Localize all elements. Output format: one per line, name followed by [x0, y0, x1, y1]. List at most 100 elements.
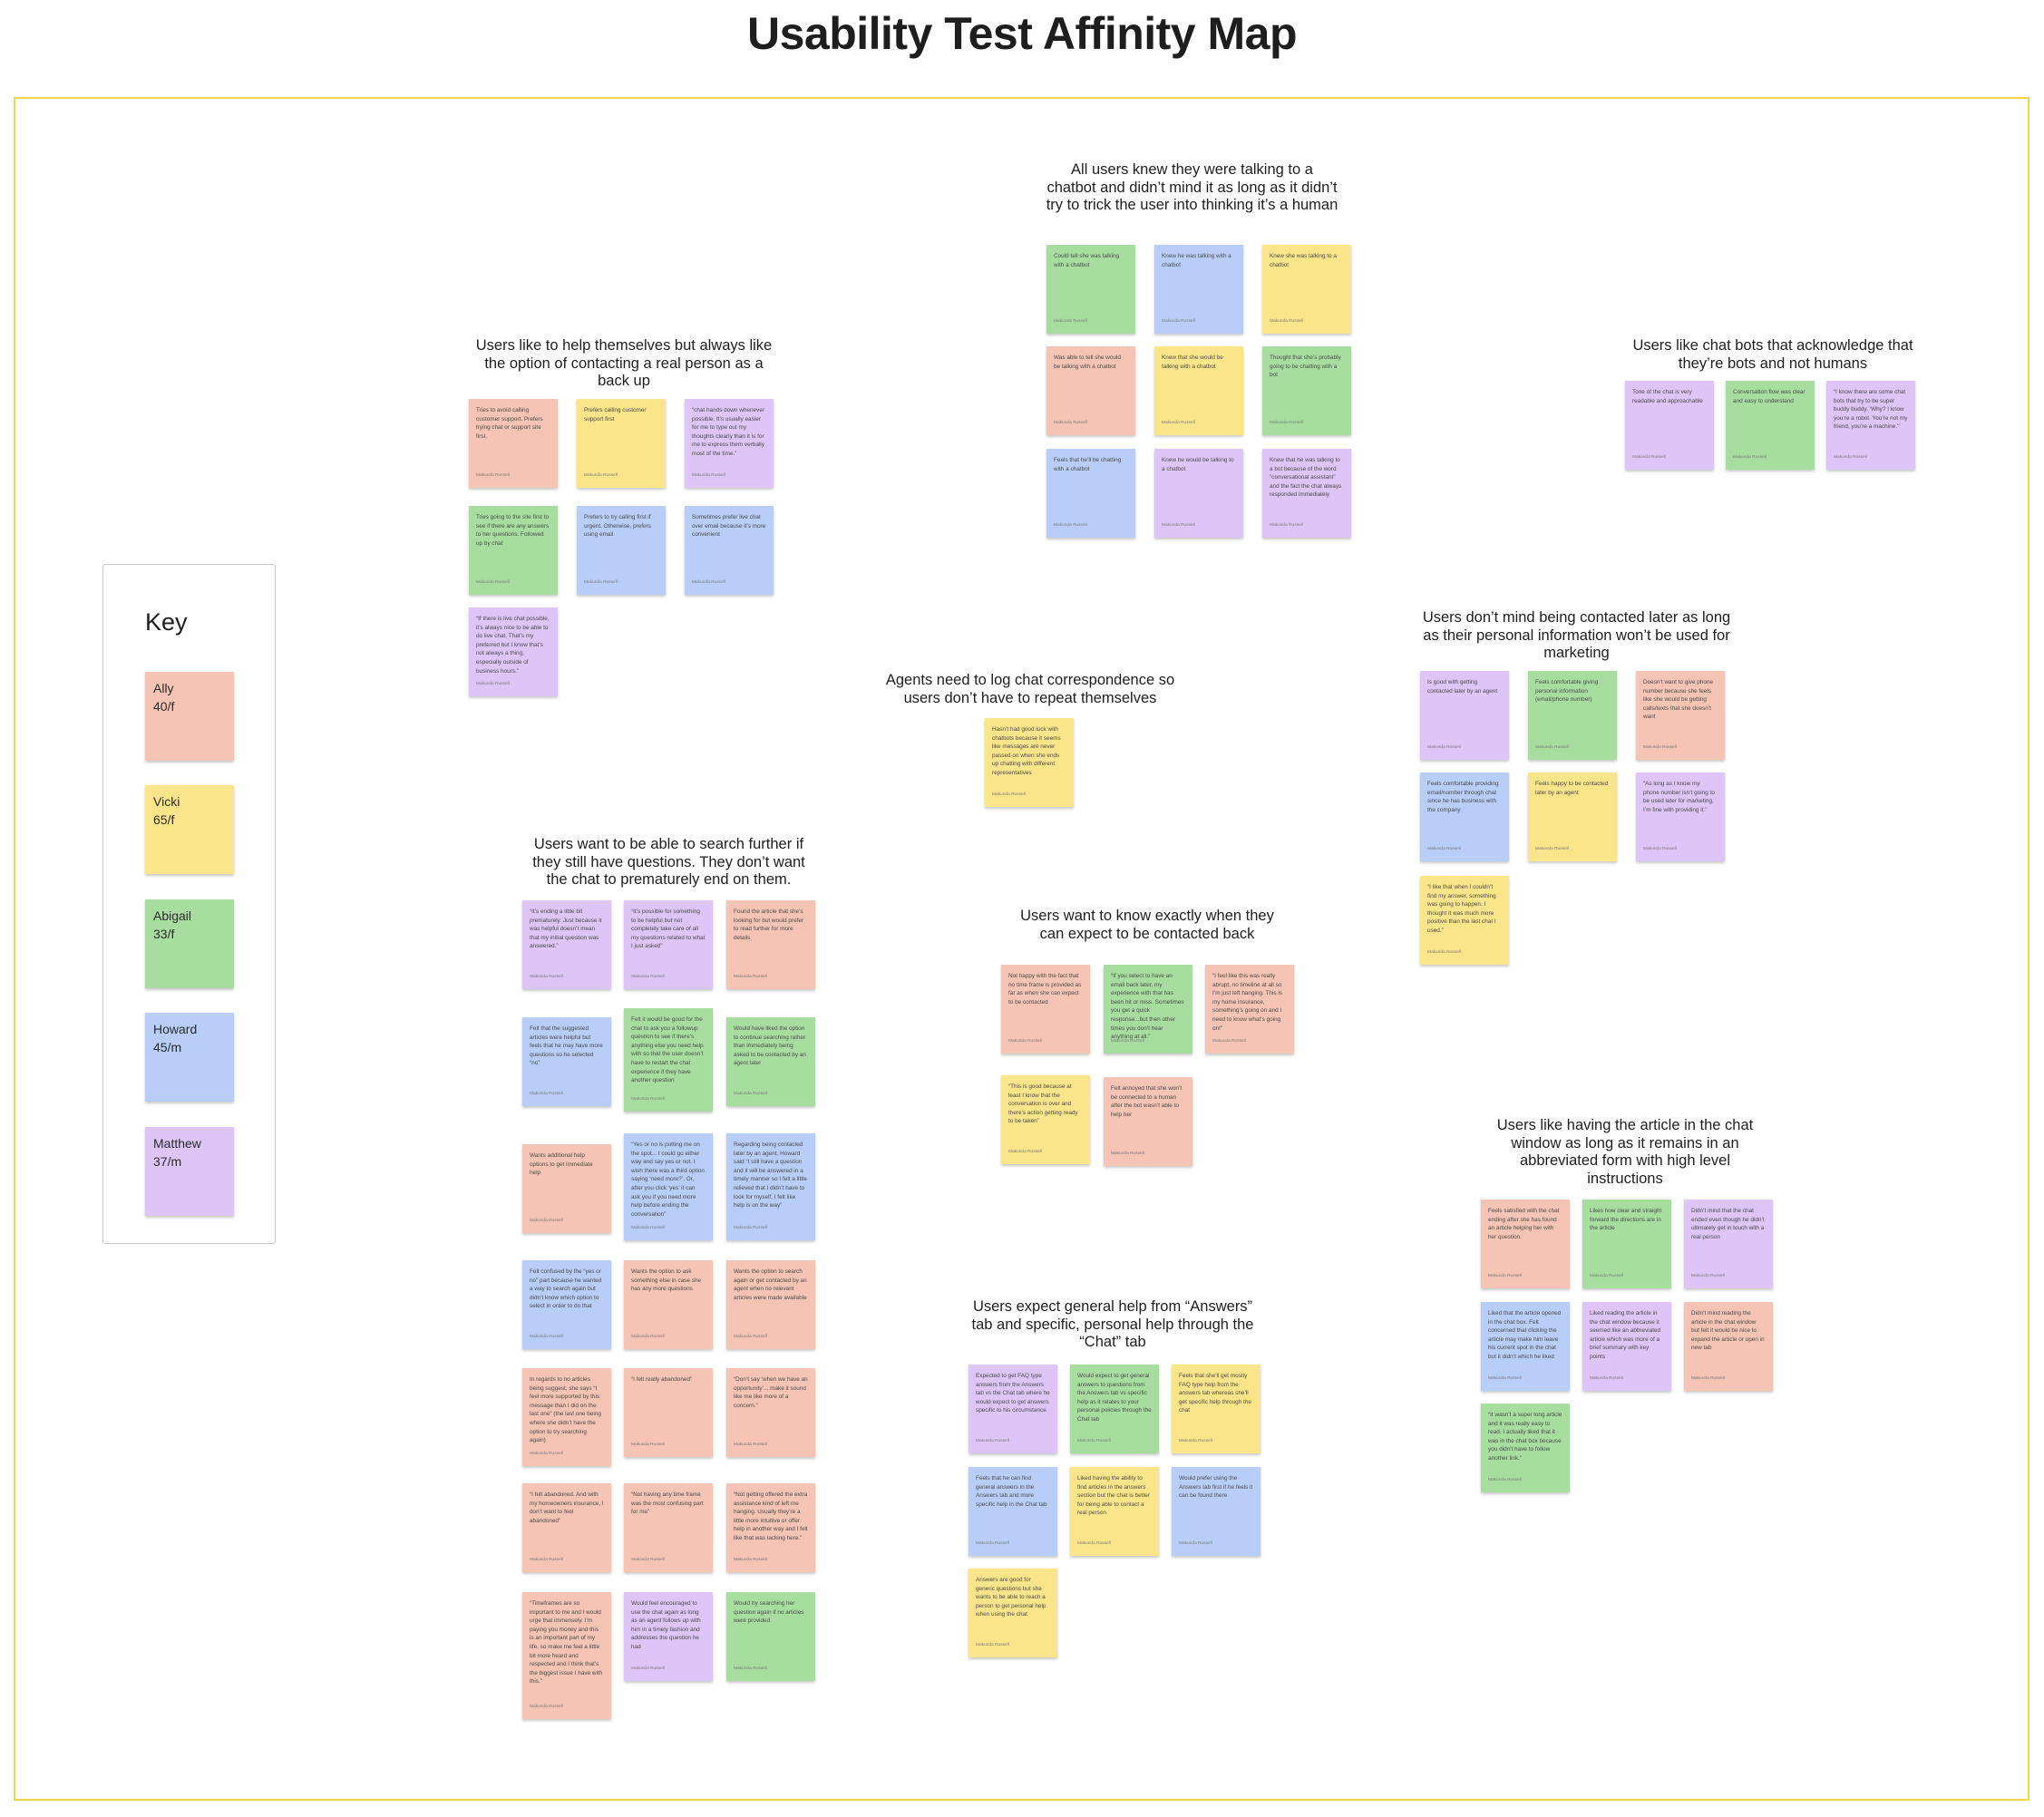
- note-text: Is good with getting contacted later by …: [1427, 679, 1498, 695]
- key-item-name: Abigail: [153, 908, 192, 923]
- sticky-note[interactable]: Tries going to the site first to see if …: [469, 506, 558, 595]
- cluster-title: Users want to be able to search further …: [532, 836, 805, 888]
- sticky-note[interactable]: “Don’t say ‘when we have an opportunity’…: [726, 1368, 815, 1457]
- sticky-note[interactable]: Would expect to get general answers to q…: [1070, 1365, 1159, 1453]
- sticky-note[interactable]: Feels satisfied with the chat ending aft…: [1481, 1200, 1570, 1288]
- key-legend: Key Ally 40/f Vicki 65/f Abigail 33/f Ho…: [102, 564, 276, 1244]
- note-author: Makunda Russell: [1179, 1439, 1212, 1444]
- sticky-note[interactable]: Would try searching her question again i…: [726, 1592, 815, 1681]
- sticky-note[interactable]: Wants the option to search again or get …: [726, 1260, 815, 1349]
- sticky-note[interactable]: Feels comfortable providing email/number…: [1420, 772, 1509, 861]
- sticky-note[interactable]: Would have liked the option to continue …: [726, 1017, 815, 1106]
- sticky-note[interactable]: “I felt abandoned. And with my homeowner…: [522, 1483, 611, 1572]
- sticky-note[interactable]: Would prefer using the Answers tab first…: [1172, 1467, 1260, 1556]
- sticky-note[interactable]: Was able to tell she would be talking wi…: [1046, 346, 1135, 435]
- sticky-note[interactable]: “If you select to have an email back lat…: [1104, 965, 1192, 1054]
- cluster-title: Users like chat bots that acknowledge th…: [1632, 337, 1913, 372]
- note-text: Felt confused by the “yes or no” part be…: [530, 1268, 602, 1310]
- sticky-note[interactable]: Feels that she’ll get mostly FAQ type he…: [1172, 1365, 1260, 1453]
- sticky-note[interactable]: Feels that he can find general answers i…: [968, 1467, 1057, 1556]
- sticky-note[interactable]: Wants additional help options to get imm…: [522, 1144, 611, 1233]
- sticky-note[interactable]: Answers are good for generic questions b…: [968, 1569, 1057, 1657]
- note-author: Makunda Russell: [1270, 319, 1303, 325]
- sticky-note[interactable]: “Not getting offered the extra assistanc…: [726, 1483, 815, 1572]
- sticky-note[interactable]: Prefers calling customer support first Ma…: [577, 399, 666, 488]
- sticky-note[interactable]: “Timeframes are so important to me and I…: [522, 1592, 611, 1719]
- sticky-note[interactable]: “Not having any time frame was the most …: [624, 1483, 713, 1572]
- sticky-note[interactable]: Feels that he’ll be chatting with a chat…: [1046, 449, 1135, 538]
- sticky-note[interactable]: Knew she was talking to a chatbot Makunda…: [1262, 245, 1351, 334]
- sticky-note[interactable]: “chat hands down whenever possible. It’s…: [685, 399, 774, 488]
- sticky-note[interactable]: Hasn’t had good luck with chatbots becau…: [985, 718, 1074, 807]
- note-author: Makunda Russell: [631, 1097, 665, 1103]
- sticky-note[interactable]: Prefers to try calling first if urgent. …: [577, 506, 666, 595]
- note-author: Makunda Russell: [1427, 745, 1461, 751]
- note-author: Makunda Russell: [1427, 847, 1461, 852]
- note-author: Makunda Russell: [1077, 1541, 1111, 1547]
- sticky-note[interactable]: Liked that the article opened in the cha…: [1481, 1302, 1570, 1391]
- sticky-note[interactable]: Conversation flow was clear and easy to …: [1726, 381, 1815, 470]
- note-text: Knew he would be talking to a chatbot: [1162, 457, 1234, 472]
- sticky-note[interactable]: Not happy with the fact that no time fra…: [1001, 965, 1090, 1054]
- note-text: “It’s possible for something to be helpf…: [631, 908, 706, 950]
- key-item-abigail: Abigail 33/f: [145, 899, 234, 988]
- sticky-note[interactable]: Found the article that she’s looking for…: [726, 900, 815, 989]
- note-text: Feels happy to be contacted later by an …: [1535, 781, 1609, 796]
- sticky-note[interactable]: Knew that he was talking to a bot becaus…: [1262, 449, 1351, 538]
- note-author: Makunda Russell: [631, 1666, 665, 1672]
- cluster-title: Agents need to log chat correspondence s…: [885, 672, 1175, 706]
- sticky-note[interactable]: Is good with getting contacted later by …: [1420, 671, 1509, 760]
- sticky-note[interactable]: Liked having the ability to find article…: [1070, 1467, 1159, 1556]
- note-author: Makunda Russell: [476, 473, 510, 479]
- sticky-note[interactable]: “Yes or no is putting me on the spot... …: [624, 1133, 713, 1240]
- sticky-note[interactable]: “It’s possible for something to be helpf…: [624, 900, 713, 989]
- sticky-note[interactable]: Thought that she’s probably going to be …: [1262, 346, 1351, 435]
- sticky-note[interactable]: Knew he was talking with a chatbot Makund…: [1154, 245, 1243, 334]
- note-text: “chat hands down whenever possible. It’s…: [692, 407, 764, 457]
- sticky-note[interactable]: Tone of the chat is very readable and ap…: [1625, 381, 1714, 470]
- sticky-note[interactable]: Didn’t mind reading the article in the c…: [1684, 1302, 1773, 1391]
- sticky-note[interactable]: Expected to get FAQ type answers from th…: [968, 1365, 1057, 1453]
- sticky-note[interactable]: Could tell she was talking with a chatbo…: [1046, 245, 1135, 334]
- sticky-note[interactable]: “If there is live chat possible, it’s al…: [469, 607, 558, 696]
- sticky-note[interactable]: “It wasn’t a super long article and it w…: [1481, 1404, 1570, 1492]
- sticky-note[interactable]: Feels happy to be contacted later by an …: [1528, 772, 1617, 861]
- note-author: Makunda Russell: [530, 1335, 563, 1340]
- sticky-note[interactable]: Tries to avoid calling customer support.…: [469, 399, 558, 488]
- sticky-note[interactable]: “I feel like this was really abrupt, no …: [1205, 965, 1294, 1054]
- sticky-note[interactable]: “It’s ending a little bit prematurely. J…: [522, 900, 611, 989]
- sticky-note[interactable]: Wants the option to ask something else i…: [624, 1260, 713, 1349]
- note-author: Makunda Russell: [584, 580, 618, 586]
- sticky-note[interactable]: Felt it would be good for the chat to as…: [624, 1008, 713, 1112]
- note-text: “I felt really abandoned”: [631, 1376, 693, 1383]
- sticky-note[interactable]: Felt annoyed that she won’t be connected…: [1104, 1077, 1192, 1166]
- note-text: Feels satisfied with the chat ending aft…: [1488, 1208, 1560, 1240]
- note-author: Makunda Russell: [692, 473, 725, 479]
- note-text: “If you select to have an email back lat…: [1111, 973, 1184, 1041]
- note-text: Liked reading the article in the chat wi…: [1590, 1310, 1661, 1360]
- sticky-note[interactable]: “As long as I know my phone number isn’t…: [1636, 772, 1725, 861]
- sticky-note[interactable]: “I felt really abandoned” Makunda Russell: [624, 1368, 713, 1457]
- sticky-note[interactable]: Sometimes prefer live chat over email be…: [685, 506, 774, 595]
- sticky-note[interactable]: Would feel encouraged to use the chat ag…: [624, 1592, 713, 1681]
- sticky-note[interactable]: “This is good because at least I know th…: [1001, 1075, 1090, 1164]
- sticky-note[interactable]: Feels comfortable giving personal inform…: [1528, 671, 1617, 760]
- sticky-note[interactable]: Liked reading the article in the chat wi…: [1582, 1302, 1671, 1391]
- sticky-note[interactable]: Didn’t mind that the chat ended even tho…: [1684, 1200, 1773, 1288]
- note-text: Would have liked the option to continue …: [734, 1025, 806, 1067]
- sticky-note[interactable]: Knew he would be talking to a chatbot Mak…: [1154, 449, 1243, 538]
- sticky-note[interactable]: “I like that when I couldn’t find my ans…: [1420, 876, 1509, 965]
- note-text: “I feel like this was really abrupt, no …: [1212, 973, 1282, 1032]
- sticky-note[interactable]: Doesn’t want to give phone number becaus…: [1636, 671, 1725, 760]
- note-author: Makunda Russell: [1488, 1376, 1522, 1382]
- sticky-note[interactable]: Likes how clear and straight forward the…: [1582, 1200, 1671, 1288]
- sticky-note[interactable]: “I know there are some chat bots that tr…: [1826, 381, 1915, 470]
- note-text: Felt that the suggested articles were he…: [530, 1025, 603, 1067]
- sticky-note[interactable]: Regarding being contacted later by an ag…: [726, 1133, 815, 1240]
- sticky-note[interactable]: Knew that she would be talking with a ch…: [1154, 346, 1243, 435]
- sticky-note[interactable]: Felt confused by the “yes or no” part be…: [522, 1260, 611, 1349]
- sticky-note[interactable]: Felt that the suggested articles were he…: [522, 1017, 611, 1106]
- note-author: Makunda Russell: [631, 975, 665, 980]
- sticky-note[interactable]: In regards to no articles being suggest,…: [522, 1368, 611, 1466]
- note-text: “Not getting offered the extra assistanc…: [734, 1491, 808, 1541]
